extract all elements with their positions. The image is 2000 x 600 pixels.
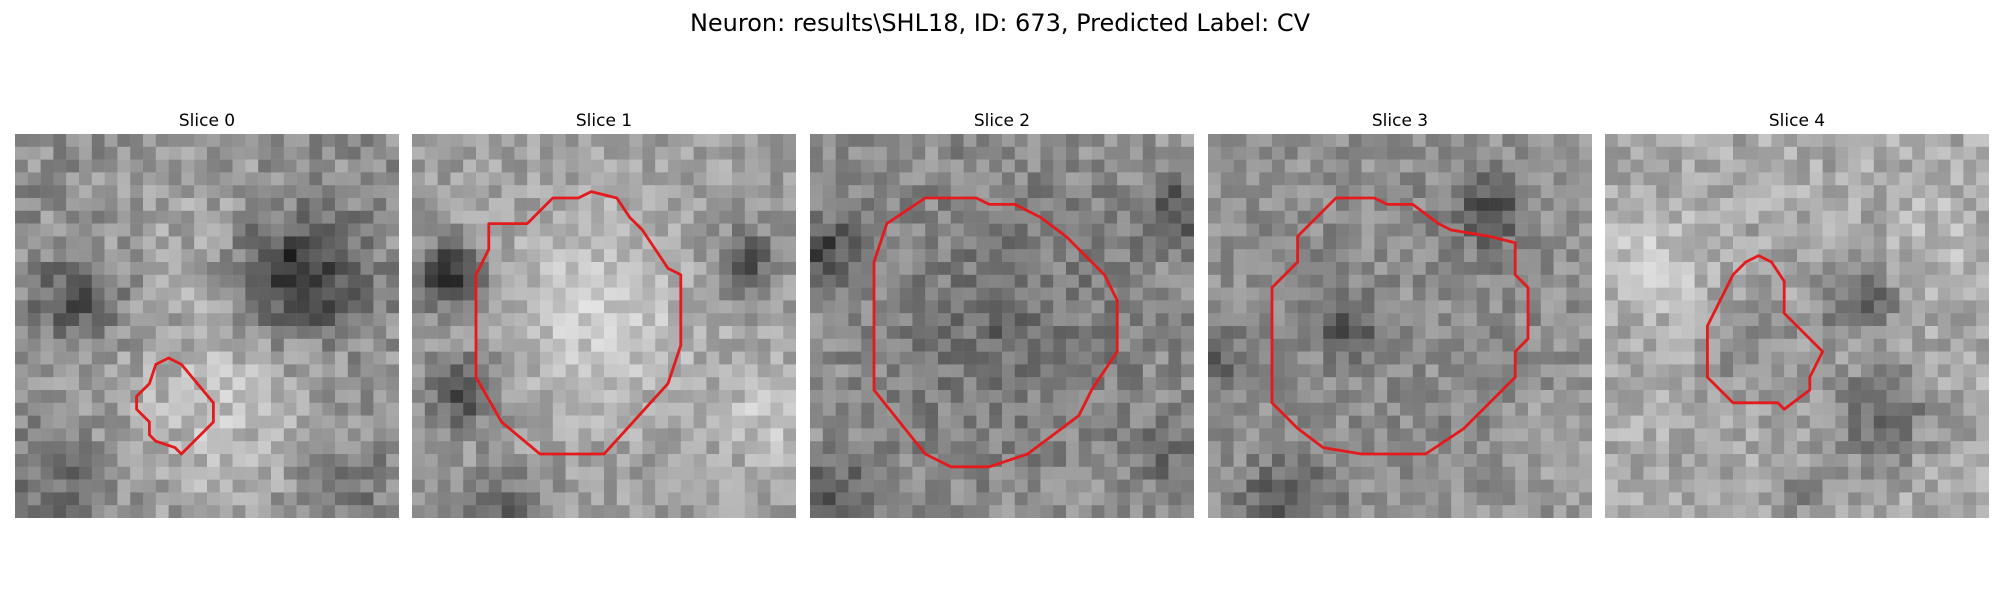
slice-title-3: Slice 3: [1371, 111, 1429, 131]
roi-contour: [1705, 254, 1825, 411]
slice-image-1: [412, 134, 796, 518]
slice-title-1: Slice 1: [575, 111, 633, 131]
slice-title-0: Slice 0: [178, 111, 236, 131]
slice-image-2: [810, 134, 1194, 518]
roi-contour: [1270, 196, 1530, 456]
roi-contour: [872, 196, 1119, 469]
figure-title: Neuron: results\SHL18, ID: 673, Predicte…: [689, 9, 1311, 37]
slice-image-3: [1208, 134, 1592, 518]
slice-image-4: [1605, 134, 1989, 518]
roi-contour: [474, 190, 683, 456]
slice-title-2: Slice 2: [973, 111, 1031, 131]
slice-title-4: Slice 4: [1768, 111, 1826, 131]
roi-contour: [135, 356, 215, 456]
slice-image-0: [15, 134, 399, 518]
